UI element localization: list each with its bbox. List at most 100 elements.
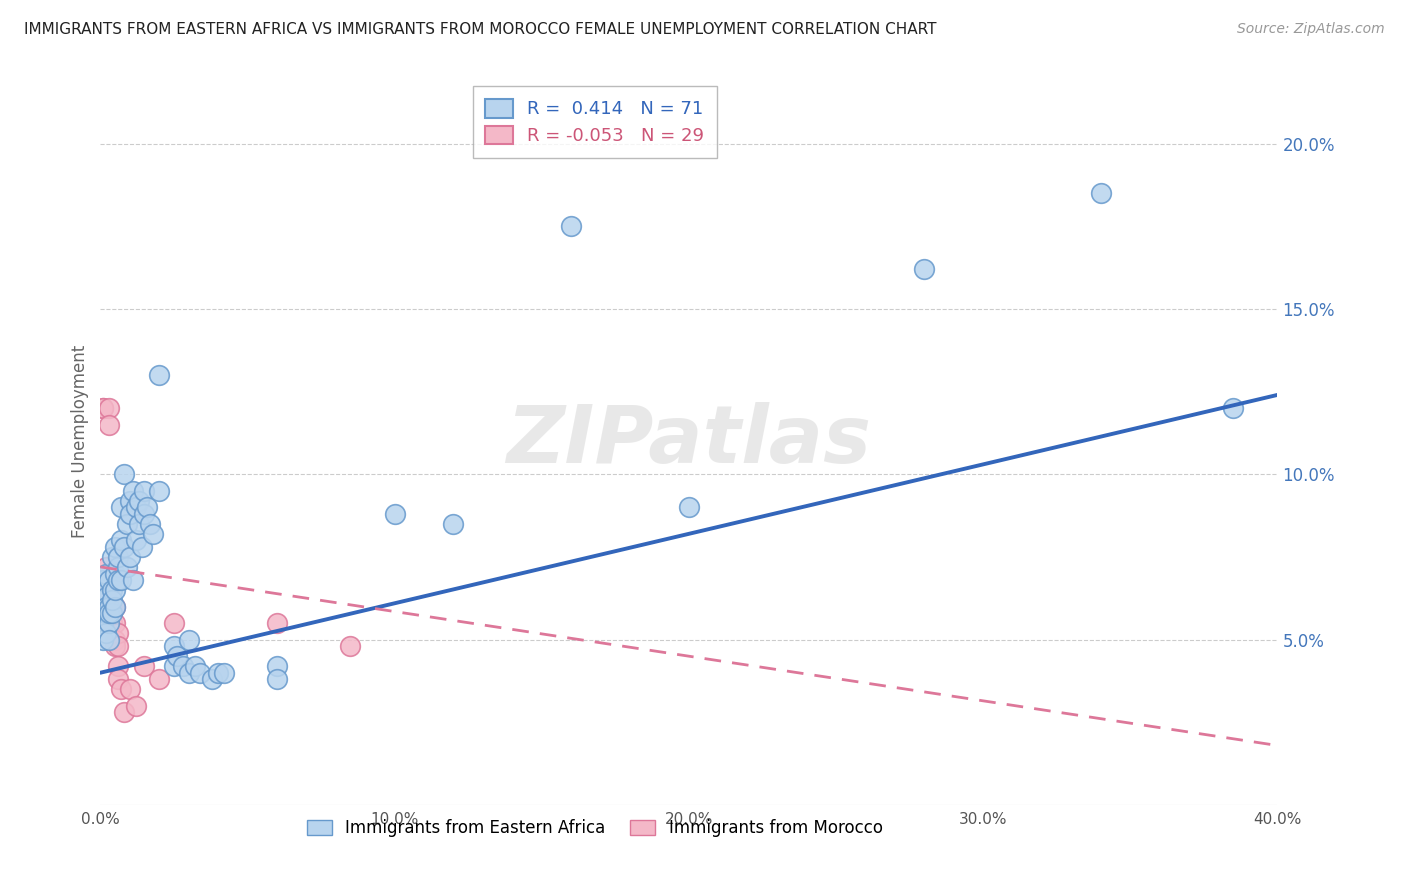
Point: [266, 659, 288, 673]
Point: [91, 573, 114, 587]
Point: [110, 682, 132, 697]
Point: [107, 626, 129, 640]
Point: [1222, 401, 1244, 416]
Point: [98, 573, 121, 587]
Point: [101, 606, 124, 620]
Point: [177, 665, 200, 680]
Point: [560, 219, 582, 234]
Point: [121, 483, 143, 498]
Text: ZIPatlas: ZIPatlas: [506, 402, 872, 480]
Point: [98, 606, 121, 620]
Text: Source: ZipAtlas.com: Source: ZipAtlas.com: [1237, 22, 1385, 37]
Point: [98, 401, 121, 416]
Point: [104, 566, 127, 581]
Point: [96, 573, 118, 587]
Point: [107, 560, 129, 574]
Point: [207, 665, 229, 680]
Point: [112, 467, 135, 482]
Point: [101, 616, 124, 631]
Point: [104, 540, 127, 554]
Point: [98, 632, 121, 647]
Point: [91, 599, 114, 614]
Point: [124, 698, 146, 713]
Point: [112, 540, 135, 554]
Point: [163, 659, 186, 673]
Point: [91, 582, 114, 597]
Point: [107, 573, 129, 587]
Point: [101, 573, 124, 587]
Point: [134, 507, 156, 521]
Y-axis label: Female Unemployment: Female Unemployment: [72, 344, 89, 538]
Point: [139, 516, 162, 531]
Point: [136, 500, 159, 515]
Point: [118, 549, 141, 564]
Point: [91, 401, 114, 416]
Point: [107, 673, 129, 687]
Point: [104, 599, 127, 614]
Point: [104, 582, 127, 597]
Point: [101, 599, 124, 614]
Point: [96, 590, 118, 604]
Point: [104, 616, 127, 631]
Point: [101, 582, 124, 597]
Point: [201, 673, 224, 687]
Point: [212, 665, 235, 680]
Point: [107, 640, 129, 654]
Point: [104, 599, 127, 614]
Point: [98, 582, 121, 597]
Point: [131, 540, 153, 554]
Point: [166, 649, 188, 664]
Point: [96, 566, 118, 581]
Point: [96, 599, 118, 614]
Point: [118, 493, 141, 508]
Point: [115, 560, 138, 574]
Point: [91, 401, 114, 416]
Point: [101, 549, 124, 564]
Point: [98, 599, 121, 614]
Point: [91, 593, 114, 607]
Point: [101, 606, 124, 620]
Point: [124, 500, 146, 515]
Point: [104, 632, 127, 647]
Point: [142, 526, 165, 541]
Point: [190, 665, 212, 680]
Point: [107, 549, 129, 564]
Point: [115, 516, 138, 531]
Point: [118, 682, 141, 697]
Point: [1090, 186, 1112, 201]
Point: [98, 593, 121, 607]
Legend: Immigrants from Eastern Africa, Immigrants from Morocco: Immigrants from Eastern Africa, Immigran…: [299, 813, 890, 844]
Point: [128, 516, 150, 531]
Point: [912, 262, 935, 277]
Point: [177, 632, 200, 647]
Point: [110, 573, 132, 587]
Point: [128, 493, 150, 508]
Point: [110, 500, 132, 515]
Point: [678, 500, 700, 515]
Point: [121, 573, 143, 587]
Point: [183, 659, 205, 673]
Point: [339, 640, 361, 654]
Text: IMMIGRANTS FROM EASTERN AFRICA VS IMMIGRANTS FROM MOROCCO FEMALE UNEMPLOYMENT CO: IMMIGRANTS FROM EASTERN AFRICA VS IMMIGR…: [24, 22, 936, 37]
Point: [134, 483, 156, 498]
Point: [172, 659, 194, 673]
Point: [163, 640, 186, 654]
Point: [148, 483, 170, 498]
Point: [266, 616, 288, 631]
Point: [118, 507, 141, 521]
Point: [112, 706, 135, 720]
Point: [443, 516, 465, 531]
Point: [384, 507, 406, 521]
Point: [163, 616, 186, 631]
Point: [134, 659, 156, 673]
Point: [104, 640, 127, 654]
Point: [91, 616, 114, 631]
Point: [91, 632, 114, 647]
Point: [110, 533, 132, 548]
Point: [266, 673, 288, 687]
Point: [98, 616, 121, 631]
Point: [96, 626, 118, 640]
Point: [124, 533, 146, 548]
Point: [96, 560, 118, 574]
Point: [148, 368, 170, 382]
